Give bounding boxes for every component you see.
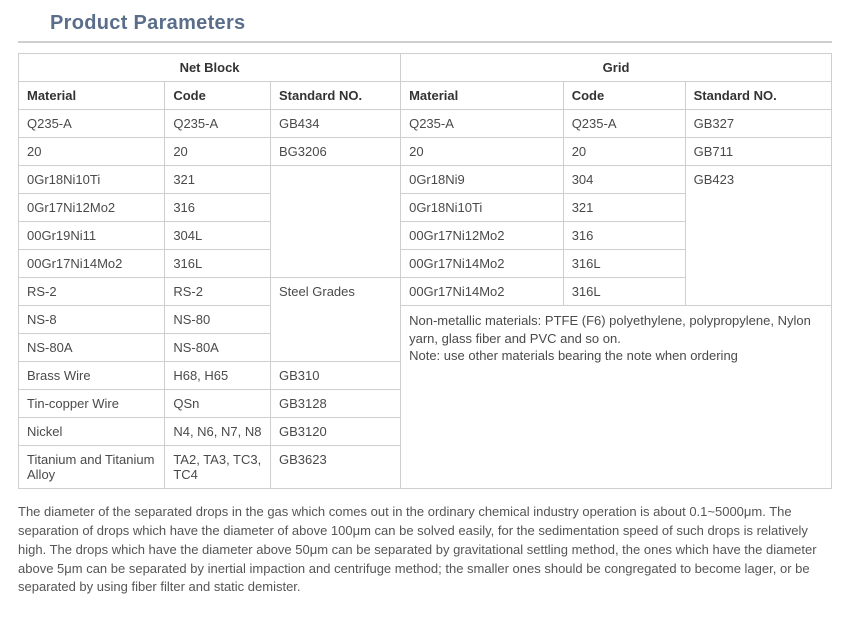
cell-code: 321 — [165, 166, 271, 194]
group-net-block: Net Block — [19, 54, 401, 82]
cell-material: Q235-A — [19, 110, 165, 138]
cell-std: Steel Grades — [271, 278, 401, 362]
cell-code: 316L — [563, 278, 685, 306]
cell-material: NS-80A — [19, 334, 165, 362]
col-code-grid: Code — [563, 82, 685, 110]
col-standard-nb: Standard NO. — [271, 82, 401, 110]
cell-code: 20 — [563, 138, 685, 166]
cell-code: 321 — [563, 194, 685, 222]
cell-std: GB434 — [271, 110, 401, 138]
grid-note-cell: Non-metallic materials: PTFE (F6) polyet… — [401, 306, 832, 489]
body-paragraph: The diameter of the separated drops in t… — [18, 503, 832, 597]
cell-code: TA2, TA3, TC3, TC4 — [165, 446, 271, 489]
parameters-table: Net Block Grid Material Code Standard NO… — [18, 53, 832, 489]
cell-code: QSn — [165, 390, 271, 418]
cell-material: 00Gr17Ni14Mo2 — [401, 278, 564, 306]
column-header-row: Material Code Standard NO. Material Code… — [19, 82, 832, 110]
cell-std: GB711 — [685, 138, 831, 166]
cell-code: N4, N6, N7, N8 — [165, 418, 271, 446]
cell-material: 20 — [19, 138, 165, 166]
cell-material: 20 — [401, 138, 564, 166]
table-row: Q235-A Q235-A GB434 Q235-A Q235-A GB327 — [19, 110, 832, 138]
cell-material: Nickel — [19, 418, 165, 446]
cell-material: 00Gr19Ni11 — [19, 222, 165, 250]
cell-material: Brass Wire — [19, 362, 165, 390]
cell-material: Q235-A — [401, 110, 564, 138]
cell-code: RS-2 — [165, 278, 271, 306]
cell-code: Q235-A — [563, 110, 685, 138]
col-code-nb: Code — [165, 82, 271, 110]
table-row: 0Gr18Ni10Ti 321 0Gr18Ni9 304 GB423 — [19, 166, 832, 194]
col-standard-grid: Standard NO. — [685, 82, 831, 110]
cell-material: Tin-copper Wire — [19, 390, 165, 418]
cell-material: 0Gr18Ni9 — [401, 166, 564, 194]
cell-material: NS-8 — [19, 306, 165, 334]
cell-material: 0Gr17Ni12Mo2 — [19, 194, 165, 222]
cell-material: Titanium and Titanium Alloy — [19, 446, 165, 489]
group-header-row: Net Block Grid — [19, 54, 832, 82]
cell-code: H68, H65 — [165, 362, 271, 390]
table-row: NS-8 NS-80 Non-metallic materials: PTFE … — [19, 306, 832, 334]
cell-std: BG3206 — [271, 138, 401, 166]
cell-std: GB423 — [685, 166, 831, 306]
cell-std: GB3120 — [271, 418, 401, 446]
group-grid: Grid — [401, 54, 832, 82]
page: Product Parameters Net Block Grid Materi… — [0, 0, 850, 615]
cell-code: NS-80A — [165, 334, 271, 362]
col-material-nb: Material — [19, 82, 165, 110]
cell-material: 0Gr18Ni10Ti — [401, 194, 564, 222]
cell-code: 316 — [165, 194, 271, 222]
cell-material: 0Gr18Ni10Ti — [19, 166, 165, 194]
cell-code: 316L — [563, 250, 685, 278]
cell-std: GB310 — [271, 362, 401, 390]
cell-material: 00Gr17Ni14Mo2 — [19, 250, 165, 278]
cell-code: 316L — [165, 250, 271, 278]
page-title: Product Parameters — [18, 12, 832, 43]
cell-material: RS-2 — [19, 278, 165, 306]
cell-material: 00Gr17Ni14Mo2 — [401, 250, 564, 278]
cell-code: Q235-A — [165, 110, 271, 138]
cell-material: 00Gr17Ni12Mo2 — [401, 222, 564, 250]
col-material-grid: Material — [401, 82, 564, 110]
cell-std-merged — [271, 166, 401, 278]
cell-code: 304 — [563, 166, 685, 194]
cell-code: 304L — [165, 222, 271, 250]
cell-std: GB327 — [685, 110, 831, 138]
cell-std: GB3623 — [271, 446, 401, 489]
cell-code: NS-80 — [165, 306, 271, 334]
cell-std: GB3128 — [271, 390, 401, 418]
cell-code: 316 — [563, 222, 685, 250]
cell-code: 20 — [165, 138, 271, 166]
table-row: 20 20 BG3206 20 20 GB711 — [19, 138, 832, 166]
